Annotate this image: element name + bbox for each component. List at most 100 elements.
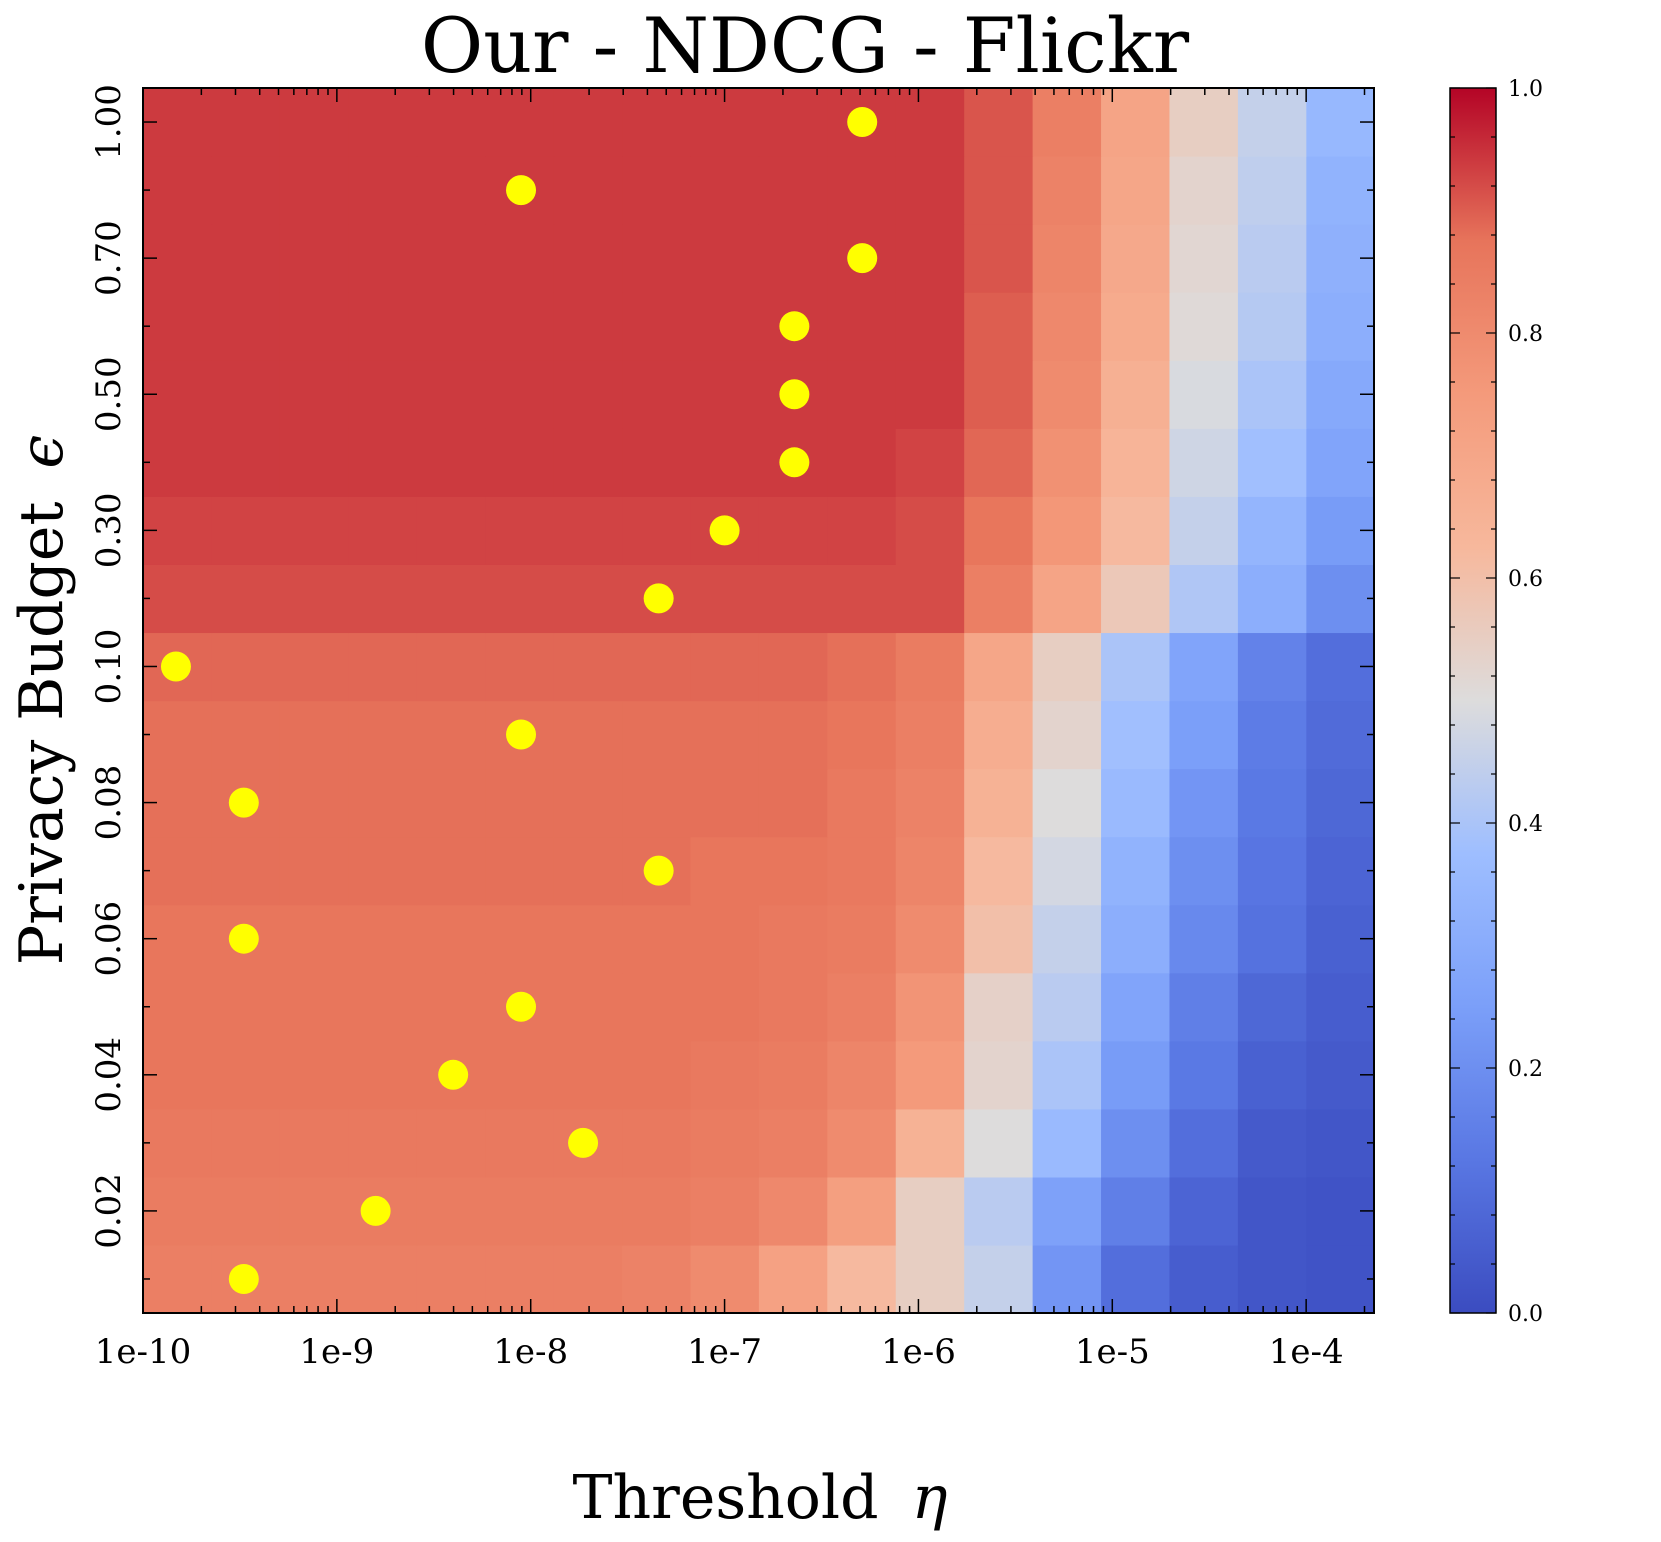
heatmap-cell (827, 428, 897, 497)
heatmap-cell (1237, 632, 1307, 702)
y-tick-label: 0.04 (89, 1037, 129, 1113)
optimal-marker (779, 379, 810, 410)
optimal-marker (568, 1127, 599, 1158)
heatmap-cell (211, 700, 281, 770)
heatmap-cell (827, 1244, 897, 1314)
heatmap-cell (758, 836, 828, 906)
heatmap-cell (485, 1244, 555, 1314)
heatmap-cell (416, 904, 486, 974)
heatmap-cell (622, 768, 692, 838)
heatmap-cell (827, 360, 897, 429)
x-axis-symbol: η (912, 1463, 948, 1533)
heatmap-cell (758, 700, 828, 770)
y-tick-label: 0.10 (89, 629, 129, 705)
heatmap-cell (964, 88, 1034, 157)
heatmap-cell (1169, 1040, 1239, 1110)
heatmap-cell (964, 632, 1034, 702)
heatmap-cell (211, 360, 281, 429)
heatmap-cell (1101, 564, 1171, 634)
heatmap-cell (416, 972, 486, 1042)
heatmap-cell (1237, 700, 1307, 770)
heatmap-cell (895, 88, 965, 157)
heatmap-cell (1032, 496, 1102, 565)
x-axis-label-text: Threshold (572, 1463, 878, 1533)
heatmap-cell (690, 632, 760, 702)
heatmap-cell (1101, 292, 1171, 361)
chart-title: Our - NDCG - Flickr (421, 1, 1190, 90)
heatmap-cell (622, 1244, 692, 1314)
heatmap-cell (279, 836, 349, 906)
x-tick-label: 1e-6 (881, 1332, 956, 1372)
heatmap-cell (1169, 360, 1239, 429)
colorbar-tick-label: 0.8 (1508, 322, 1543, 347)
heatmap-cell (279, 1244, 349, 1314)
heatmap-cell (1237, 564, 1307, 634)
heatmap-cell (279, 496, 349, 565)
heatmap-cell (827, 1176, 897, 1246)
heatmap-cell (1306, 156, 1375, 225)
heatmap-cell (895, 972, 965, 1042)
heatmap-cell (622, 428, 692, 497)
colorbar-tick-label: 1.0 (1508, 77, 1543, 102)
optimal-marker (160, 651, 191, 682)
heatmap-cell (758, 496, 828, 565)
heatmap-cell (1237, 1040, 1307, 1110)
heatmap-cell (1237, 88, 1307, 157)
heatmap-cell (279, 292, 349, 361)
heatmap-cell (553, 496, 623, 565)
x-tick-label: 1e-4 (1269, 1332, 1344, 1372)
heatmap-cell (416, 1176, 486, 1246)
heatmap-cell (622, 1108, 692, 1178)
heatmap-cell (279, 156, 349, 225)
heatmap-cell (1032, 632, 1102, 702)
heatmap-cell (485, 904, 555, 974)
heatmap-cell (553, 428, 623, 497)
heatmap-cell (1032, 564, 1102, 634)
heatmap-cell (964, 428, 1034, 497)
y-tick-label: 0.30 (89, 493, 129, 569)
heatmap-cell (1101, 700, 1171, 770)
heatmap-cell (485, 1176, 555, 1246)
heatmap-cell (416, 836, 486, 906)
y-tick-label: 0.70 (89, 220, 129, 296)
heatmap-cell (827, 904, 897, 974)
heatmap-cell (622, 292, 692, 361)
heatmap-cell (1237, 1176, 1307, 1246)
heatmap-cell (348, 428, 418, 497)
heatmap-cell (827, 972, 897, 1042)
heatmap-cell (485, 292, 555, 361)
heatmap-cell (348, 496, 418, 565)
heatmap-cell (553, 972, 623, 1042)
heatmap-cell (1032, 1244, 1102, 1314)
heatmap-cell (143, 1244, 213, 1314)
x-tick-label: 1e-8 (493, 1332, 568, 1372)
heatmap-cell (622, 496, 692, 565)
heatmap-cell (1169, 496, 1239, 565)
heatmap-cell (690, 1176, 760, 1246)
optimal-marker (228, 1263, 259, 1294)
y-tick-label: 1.00 (89, 84, 129, 160)
heatmap-cell (211, 1108, 281, 1178)
heatmap-cell (279, 700, 349, 770)
heatmap-cell (1237, 904, 1307, 974)
heatmap-cell (690, 972, 760, 1042)
heatmap-cell (1306, 972, 1375, 1042)
heatmap-cell (964, 836, 1034, 906)
heatmap-cell (485, 1040, 555, 1110)
heatmap-cell (895, 1108, 965, 1178)
heatmap-cell (553, 1040, 623, 1110)
heatmap-cell (895, 904, 965, 974)
heatmap-cell (553, 88, 623, 157)
heatmap-cell (1101, 972, 1171, 1042)
heatmap-cell (348, 156, 418, 225)
heatmap-cell (1306, 292, 1375, 361)
heatmap-cell (211, 564, 281, 634)
heatmap-cell (1169, 564, 1239, 634)
heatmap-cell (143, 292, 213, 361)
optimal-marker (847, 243, 878, 274)
heatmap-cell (1032, 836, 1102, 906)
heatmap-cell (485, 768, 555, 838)
heatmap-cell (1306, 564, 1375, 634)
heatmap-cell (1237, 972, 1307, 1042)
heatmap-cell (279, 360, 349, 429)
